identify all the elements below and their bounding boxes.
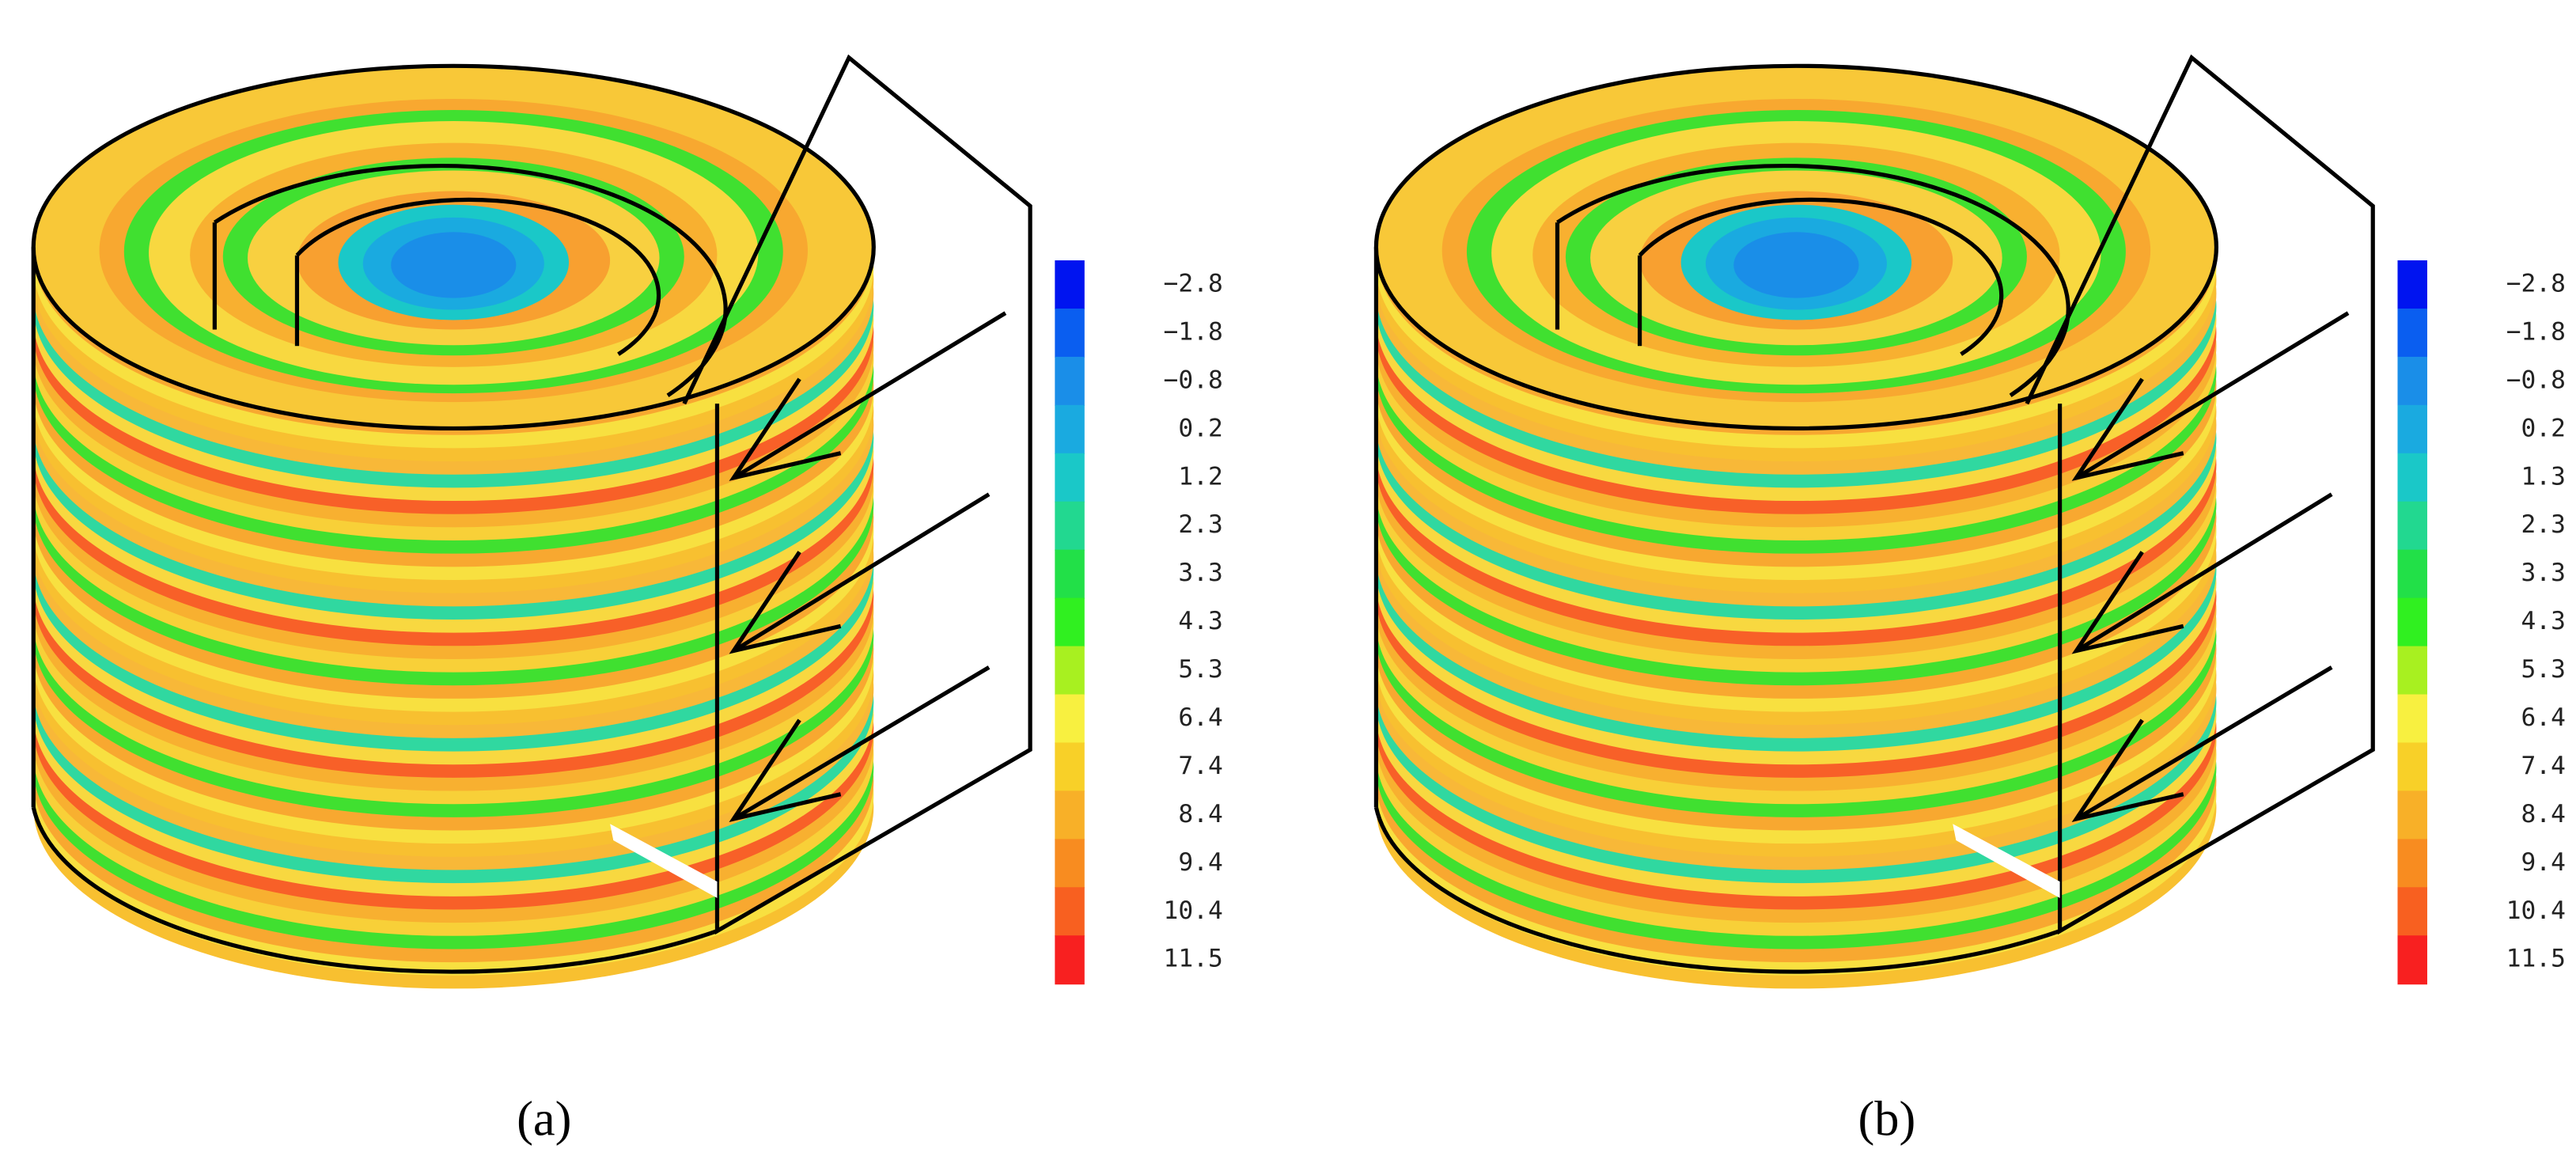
legend-label: 10.4 [2506, 897, 2566, 925]
inlet-box [2025, 54, 2375, 935]
legend-swatch [1055, 742, 1085, 792]
legend-swatch [1055, 404, 1085, 454]
legend-swatch [2397, 646, 2427, 696]
spiral-wall [1638, 197, 2004, 356]
legend-swatch [2397, 742, 2427, 792]
top-ring [1733, 232, 1859, 298]
legend-swatch [2397, 839, 2427, 889]
legend-swatch [2397, 356, 2427, 406]
legend-swatch [2397, 308, 2427, 358]
arrow-head [2071, 551, 2184, 654]
legend-swatch [1055, 839, 1085, 889]
legend-label: 2.3 [2521, 510, 2566, 539]
legend-label: 3.3 [1178, 559, 1222, 587]
legend-label: −2.8 [2506, 269, 2566, 298]
legend-label: 4.3 [2521, 607, 2566, 635]
legend-label: −0.8 [1164, 366, 1223, 394]
legend-label: 8.4 [1178, 800, 1222, 828]
arrow [2075, 311, 2350, 480]
legend-label: 6.4 [2521, 703, 2566, 732]
legend-swatch [1055, 646, 1085, 696]
arrow-head [2071, 718, 2184, 822]
cylinder-bottom-outline [31, 806, 718, 974]
legend-label: 2.3 [1178, 510, 1222, 539]
arrow-head [729, 718, 842, 822]
legend-label: 1.2 [1178, 462, 1222, 491]
legend-label: 5.3 [2521, 655, 2566, 684]
legend-label: −0.8 [2506, 366, 2566, 394]
legend-label: 1.3 [2521, 462, 2566, 491]
legend-swatch [1055, 887, 1085, 937]
legend-swatch [2397, 260, 2427, 310]
arrow [2075, 665, 2333, 821]
inlet-gap [1953, 824, 2060, 898]
legend-swatch [1055, 935, 1085, 985]
cylinder-bottom-outline [1373, 806, 2061, 974]
legend-label: 11.5 [2506, 945, 2566, 973]
arrow-head [729, 551, 842, 654]
arrow [732, 665, 991, 821]
legend-label: 4.3 [1178, 607, 1222, 635]
inlet-box [682, 54, 1032, 935]
legend-swatch [1055, 308, 1085, 358]
legend-swatch [2397, 501, 2427, 551]
legend-label: 6.4 [1178, 703, 1222, 732]
legend-label: 3.3 [2521, 559, 2566, 587]
legend-label: −2.8 [1164, 269, 1223, 298]
legend-swatch [2397, 404, 2427, 454]
arrow [2075, 492, 2333, 653]
top-ring [391, 232, 517, 298]
legend-swatch [1055, 549, 1085, 599]
legend-label: 10.4 [1164, 897, 1223, 925]
legend-swatch [2397, 887, 2427, 937]
panel-label: (a) [517, 1091, 571, 1147]
legend-label: 0.2 [2521, 414, 2566, 442]
legend-swatch [2397, 453, 2427, 502]
arrow-head [729, 377, 842, 481]
legend-label: 0.2 [1178, 414, 1222, 442]
legend-swatch [1055, 694, 1085, 744]
spiral-wall [213, 163, 728, 397]
legend-label: 7.4 [1178, 752, 1222, 780]
panel: −2.8 −1.8 −0.8 0.2 1.2 2.3 3.3 4.3 5.3 6.4 7.4 8.4 9… [31, 54, 1223, 1147]
spiral-wall [1556, 163, 2070, 397]
panel-label: (b) [1858, 1091, 1916, 1147]
spiral-wall [295, 197, 661, 356]
legend-label: 9.4 [2521, 848, 2566, 877]
legend-swatch [1055, 260, 1085, 310]
legend-swatch [1055, 356, 1085, 406]
arrow-head [2071, 377, 2184, 481]
legend-swatch [2397, 597, 2427, 647]
legend-label: 7.4 [2521, 752, 2566, 780]
legend-label: 8.4 [2521, 800, 2566, 828]
legend-swatch [1055, 501, 1085, 551]
legend-swatch [1055, 597, 1085, 647]
legend-label: −1.8 [2506, 317, 2566, 346]
legend-swatch [2397, 549, 2427, 599]
arrow [732, 492, 991, 653]
inlet-gap [610, 824, 718, 898]
panel: −2.8 −1.8 −0.8 0.2 1.3 2.3 3.3 4.3 5.3 6.4 7.4 8.4 9… [1373, 54, 2566, 1147]
legend-swatch [2397, 935, 2427, 985]
legend-swatch [1055, 453, 1085, 502]
legend-swatch [2397, 694, 2427, 744]
arrow [732, 311, 1007, 480]
legend-swatch [1055, 790, 1085, 840]
legend-label: 9.4 [1178, 848, 1222, 877]
legend-label: −1.8 [1164, 317, 1223, 346]
legend-label: 5.3 [1178, 655, 1222, 684]
legend-label: 11.5 [1164, 945, 1223, 973]
legend-swatch [2397, 790, 2427, 840]
